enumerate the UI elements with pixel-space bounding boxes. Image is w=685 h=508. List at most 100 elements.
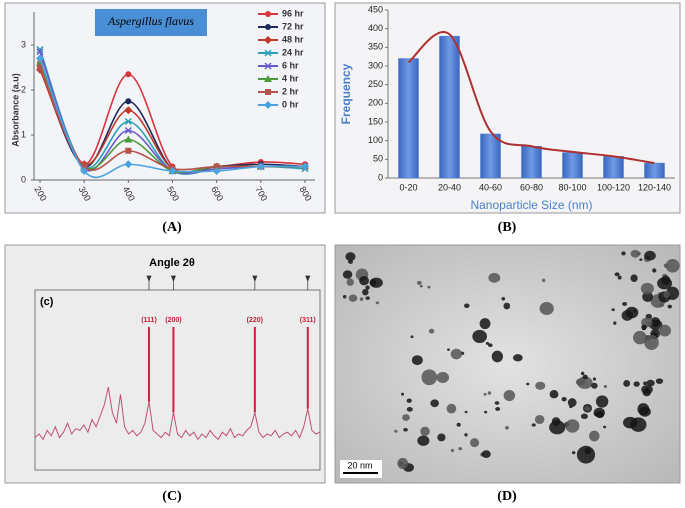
particle (501, 297, 506, 301)
legend-label: 0 hr (282, 99, 299, 109)
marker (81, 163, 88, 170)
marker (213, 163, 220, 170)
particle (403, 428, 408, 432)
particle (646, 379, 655, 387)
particle (644, 250, 656, 261)
particle (639, 258, 643, 261)
particle (593, 407, 605, 418)
particle (526, 382, 530, 386)
bar (562, 152, 583, 179)
legend-label: 96 hr (282, 8, 304, 18)
particle (584, 447, 592, 455)
x-tick-label: 100-120 (597, 182, 630, 192)
peak-label: (111) (141, 317, 157, 324)
x-tick-label: 40-60 (479, 182, 502, 192)
particle (430, 399, 439, 408)
x-tick-label: 80-100 (558, 182, 586, 192)
particle (589, 430, 600, 442)
particle (655, 378, 664, 384)
marker (124, 135, 133, 143)
peak-flag (305, 275, 311, 290)
panel-label: (D) (497, 489, 517, 504)
peak-label: (200) (165, 317, 181, 324)
y-axis-label: Frequency (339, 63, 353, 124)
particle (633, 330, 647, 345)
particle (417, 435, 430, 446)
particle (447, 348, 451, 351)
particle (421, 369, 438, 386)
bar (398, 58, 419, 179)
particle (633, 381, 640, 387)
particle (646, 321, 650, 325)
y-tick-label: 1 (21, 129, 26, 139)
particle (630, 249, 640, 258)
peak-flag (252, 275, 258, 290)
marker (124, 117, 132, 126)
marker (301, 162, 309, 171)
legend-marker (264, 36, 272, 44)
particle (539, 301, 554, 315)
panel-label: (C) (162, 489, 182, 504)
marker (168, 167, 177, 175)
particle (487, 391, 492, 395)
marker (37, 64, 43, 71)
plot-frame (34, 289, 321, 471)
chart-title: Angle 2θ (149, 257, 195, 269)
particle (428, 328, 435, 334)
particle (595, 395, 609, 408)
particle (603, 425, 607, 429)
bar (439, 35, 460, 179)
legend-marker (264, 75, 272, 82)
legend-marker (264, 62, 272, 70)
particle (630, 274, 638, 283)
particle (481, 450, 491, 458)
legend-marker (265, 24, 271, 30)
marker (125, 98, 132, 105)
y-tick-label: 100 (368, 135, 383, 145)
particle (446, 403, 457, 414)
particle (644, 334, 659, 351)
particle (658, 324, 672, 337)
particle (512, 354, 523, 362)
fit-curve (407, 31, 655, 165)
particle (406, 398, 412, 403)
peak-label: (311) (300, 317, 316, 324)
particle (633, 309, 637, 313)
particle (580, 413, 588, 420)
particle (437, 433, 446, 442)
particle (469, 438, 480, 448)
particle (613, 321, 617, 325)
particle (603, 385, 608, 389)
x-tick-label: 120-140 (638, 182, 671, 192)
particle (580, 371, 585, 376)
legend-marker (265, 11, 271, 17)
bar (521, 146, 542, 179)
legend-marker (264, 49, 272, 57)
particle (531, 423, 536, 427)
particle (450, 348, 463, 360)
particle (359, 276, 369, 286)
x-axis-label: Nanoparticle Size (nm) (470, 198, 592, 212)
y-tick-label: 2 (21, 84, 26, 94)
particle (485, 341, 490, 345)
particle (535, 381, 546, 390)
particle (450, 448, 455, 453)
particle (534, 414, 545, 425)
particle (456, 422, 461, 427)
y-tick-label: 3 (21, 39, 26, 49)
particle (503, 302, 511, 310)
particle (641, 324, 647, 330)
particle (642, 291, 653, 302)
marker (125, 147, 132, 154)
particle (561, 396, 567, 402)
particle (622, 301, 628, 306)
peak-flag (146, 275, 152, 290)
y-tick-label: 450 (368, 4, 383, 14)
particle (491, 350, 503, 363)
legend-marker (265, 89, 271, 95)
particle (464, 433, 468, 437)
particle (410, 335, 414, 339)
marker (36, 54, 44, 63)
particle (667, 304, 673, 309)
